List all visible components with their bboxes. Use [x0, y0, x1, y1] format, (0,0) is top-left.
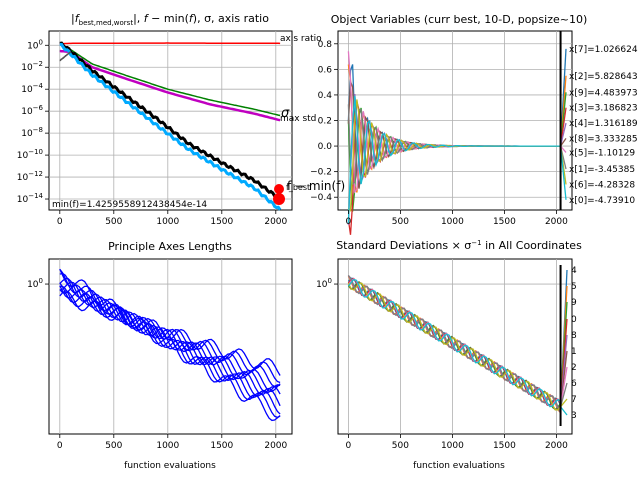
- chart4-series-line: [347, 274, 562, 413]
- chart2-series-line: [347, 64, 561, 188]
- chart2-variable-label: x[6]=-4.28328: [569, 180, 635, 190]
- chart4-coordinate-label: 1: [571, 347, 577, 357]
- chart3-xlabel: function evaluations: [124, 461, 216, 471]
- f-best-label: f_best: [286, 183, 310, 192]
- chart3-xtick-label: 500: [105, 441, 122, 451]
- chart3-series-line: [59, 268, 281, 419]
- chart4-coordinate-label: 7: [571, 395, 577, 405]
- chart2-xtick-label: 1500: [493, 217, 516, 227]
- chart4-coordinate-label: 9: [571, 298, 577, 308]
- chart3-xtick-label: 0: [57, 441, 63, 451]
- chart4-coordinate-label: 0: [571, 315, 577, 325]
- chart1-ytick-label: 10−8: [21, 126, 43, 139]
- chart4-coordinate-label: 5: [571, 282, 577, 292]
- chart4-coordinate-label: 6: [571, 379, 577, 389]
- chart1-xtick-label: 2000: [264, 217, 287, 227]
- chart1-ytick-label: 10−12: [17, 170, 43, 183]
- chart2-series-line: [347, 95, 561, 224]
- chart1-series-sigma: [59, 49, 281, 117]
- chart3-frame: [48, 258, 293, 435]
- chart4-series-line: [347, 278, 561, 408]
- chart2-series-line: [347, 101, 561, 235]
- chart2-series-line: [347, 51, 561, 194]
- chart4-xtick-label: 0: [346, 441, 352, 451]
- chart3-xtick-label: 1000: [156, 441, 179, 451]
- chart3-series-line: [59, 290, 281, 376]
- chart1-ytick-label: 10−14: [17, 192, 44, 205]
- chart1-ytick-label: 10−4: [21, 82, 43, 95]
- chart2-xtick-label: 1000: [441, 217, 464, 227]
- f-min-label: f − min(f): [287, 179, 345, 193]
- chart1-series-axis-ratio: [59, 42, 281, 45]
- chart4-title: Standard Deviations × σ−1 in All Coordin…: [336, 239, 582, 252]
- chart4-xtick-label: 1000: [441, 441, 464, 451]
- chart4-xtick-label: 1500: [493, 441, 516, 451]
- chart4-frame: [337, 258, 573, 435]
- chart2-variable-label: x[7]=1.026624: [569, 45, 638, 55]
- chart1-xtick-label: 500: [105, 217, 122, 227]
- fbest-marker-1: [274, 184, 284, 194]
- chart2-variable-label: x[0]=-4.73910: [569, 196, 635, 206]
- chart2-variable-label: x[5]=-1.10129: [569, 148, 635, 158]
- chart1-ytick-label: 10−2: [21, 60, 43, 73]
- max-std-label: max std: [280, 114, 316, 124]
- chart2-variable-label: x[3]=3.186823: [569, 104, 638, 114]
- chart2-title: Object Variables (curr best, 10-D, popsi…: [331, 13, 588, 26]
- chart4-xtick-label: 500: [392, 441, 409, 451]
- chart1-ytick-label: 10−10: [17, 148, 43, 161]
- chart4-label-connector: [560, 406, 568, 416]
- chart2-xtick-label: 0: [346, 217, 352, 227]
- chart2-ytick-label: 0.0: [318, 142, 333, 152]
- chart3-series-line: [59, 272, 281, 415]
- chart3-xtick-label: 2000: [264, 441, 287, 451]
- chart3-ytick-label: 100: [27, 277, 43, 290]
- fbest-marker-2: [273, 193, 285, 205]
- chart2-ytick-label: 0.4: [318, 91, 333, 101]
- chart3-series-line: [59, 268, 281, 422]
- chart3-xtick-label: 1500: [210, 441, 233, 451]
- axis-ratio-label: axis ratio: [280, 34, 322, 44]
- chart4-coordinate-label: 8: [571, 331, 577, 341]
- chart2-xtick-label: 500: [392, 217, 409, 227]
- chart2-ytick-label: 0.8: [318, 40, 333, 50]
- chart1-xtick-label: 0: [57, 217, 63, 227]
- chart3-title: Principle Axes Lengths: [108, 240, 232, 253]
- chart2-ytick-label: −0.4: [310, 193, 332, 203]
- chart2-ytick-label: −0.2: [310, 168, 332, 178]
- chart2-variable-label: x[4]=1.316189: [569, 119, 638, 129]
- chart2-variable-label: x[1]=-3.45385: [569, 165, 635, 175]
- chart1-series-f---min-f-: [59, 42, 282, 211]
- chart4-label-connector: [560, 398, 568, 408]
- chart1-series-f: [59, 41, 282, 200]
- chart4-xlabel: function evaluations: [413, 461, 505, 471]
- chart1-ytick-label: 100: [27, 38, 43, 51]
- chart2-ytick-label: 0.2: [318, 117, 332, 127]
- chart1-series-min-std: [59, 51, 72, 62]
- chart2-variable-label: x[2]=5.828643: [569, 72, 638, 82]
- chart3-series-line: [59, 285, 281, 393]
- chart4-label-connector: [559, 382, 568, 407]
- chart1-frame: [48, 30, 293, 211]
- chart4-label-connector: [559, 366, 568, 407]
- chart1-xtick-label: 1500: [210, 217, 233, 227]
- sigma-label: σ: [281, 106, 290, 121]
- chart1-ytick-label: 10−6: [21, 104, 43, 117]
- chart4-xtick-label: 2000: [545, 441, 568, 451]
- chart2-variable-label: x[8]=3.333285: [569, 134, 638, 144]
- chart4-ytick-label: 100: [316, 277, 332, 290]
- chart2-ytick-label: 0.6: [318, 65, 333, 75]
- chart4-coordinate-label: 4: [571, 266, 577, 276]
- min-f-label: min(f)=1.4259558912438454e-14: [52, 200, 207, 210]
- chart2-variable-label: x[9]=4.483973: [569, 88, 638, 98]
- chart1-xtick-label: 1000: [156, 217, 179, 227]
- chart2-series-line: [347, 64, 561, 193]
- chart1-title: |fbest,med,worst|, f − min(f), σ, axis r…: [71, 12, 269, 27]
- chart4-coordinate-label: 3: [571, 411, 577, 421]
- chart2-xtick-label: 2000: [545, 217, 568, 227]
- chart4-coordinate-label: 2: [571, 363, 577, 373]
- chart1-series-max-std: [59, 49, 281, 122]
